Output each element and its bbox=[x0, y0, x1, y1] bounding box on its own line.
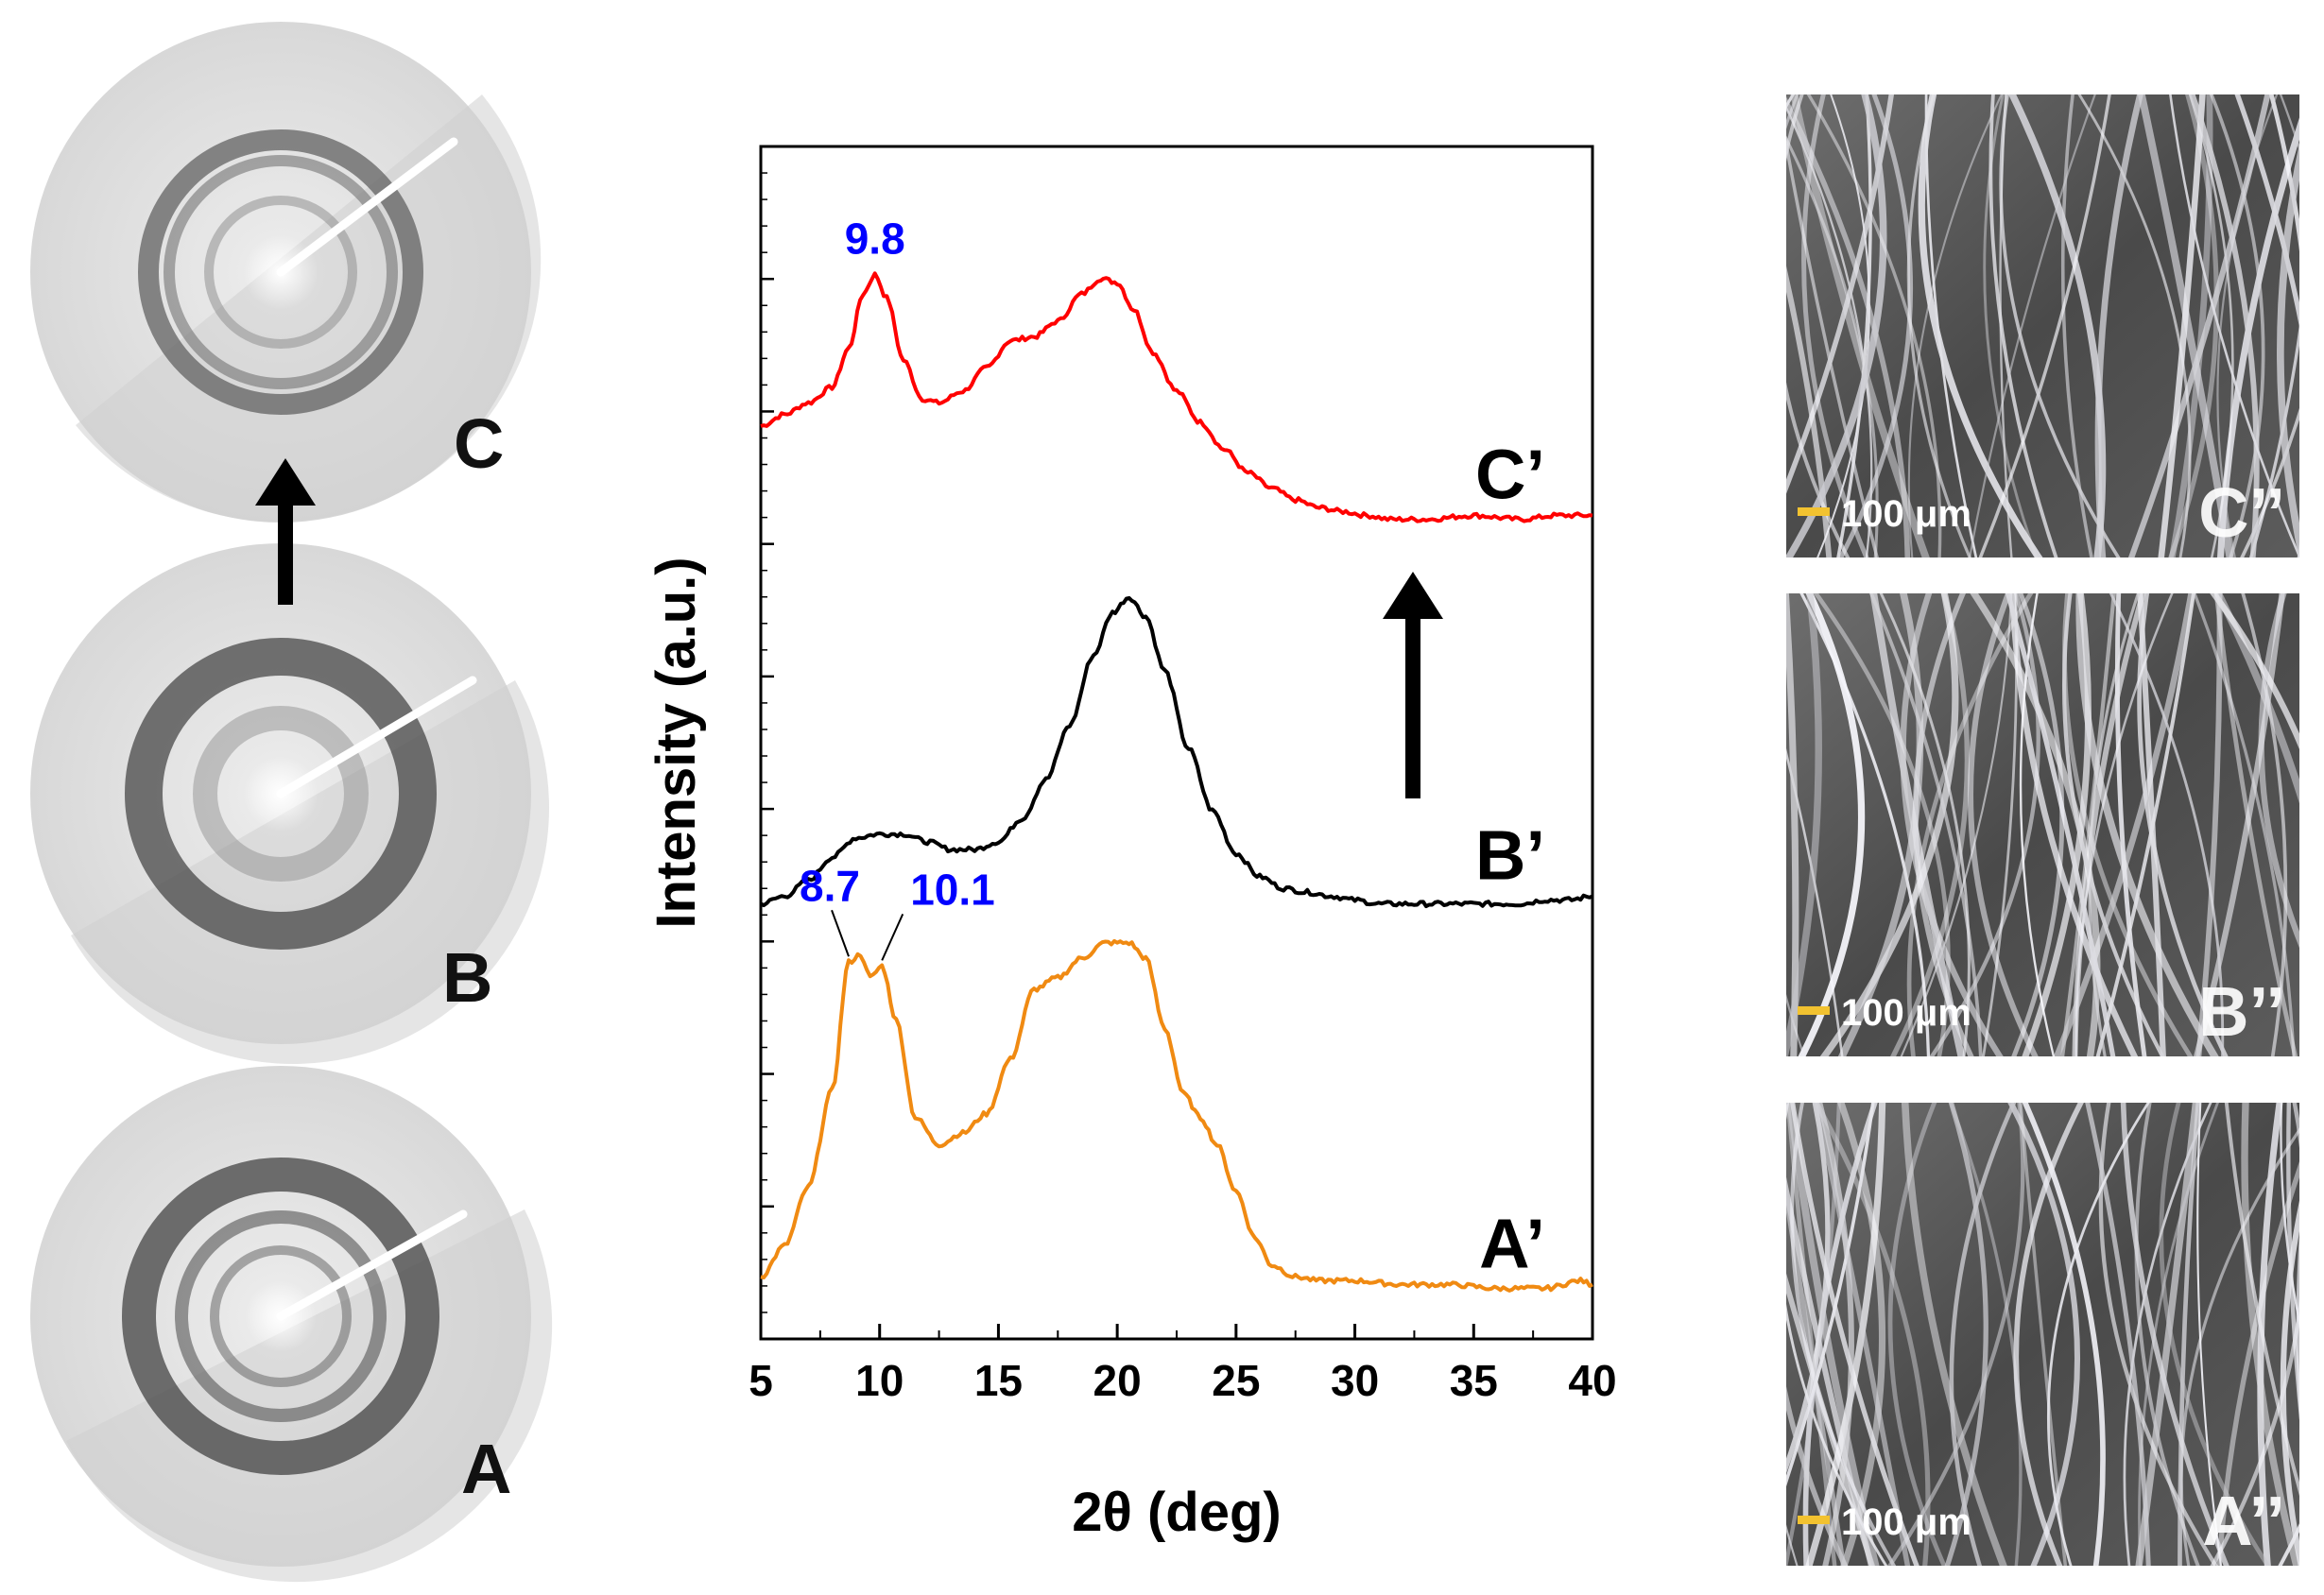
series-line bbox=[760, 938, 1593, 1293]
peak-annotation: 9.8 bbox=[845, 214, 905, 264]
x-tick-label: 35 bbox=[1450, 1356, 1498, 1405]
saxs-label-c: C bbox=[454, 404, 504, 483]
photo-label: C’’ bbox=[2198, 473, 2285, 552]
series-line bbox=[759, 595, 1593, 909]
x-tick-label: 30 bbox=[1331, 1356, 1379, 1405]
fiber-photo: 100 μm B’’ bbox=[1786, 593, 2299, 1056]
photo-column: 100 μm C’’ 100 μm B’’ 100 μm A’’ bbox=[1786, 94, 2299, 1566]
scale-bar bbox=[1798, 507, 1830, 516]
saxs-pattern-a bbox=[30, 1066, 553, 1583]
x-tick-label: 20 bbox=[1093, 1356, 1142, 1405]
x-axis: 5 10 15 20 25 30 35 40 bbox=[749, 1324, 1617, 1405]
x-tick-label: 15 bbox=[974, 1356, 1023, 1405]
saxs-label-a: A bbox=[461, 1430, 511, 1508]
x-tick-label: 5 bbox=[749, 1356, 773, 1405]
x-tick-label: 10 bbox=[855, 1356, 904, 1405]
scale-bar bbox=[1798, 1006, 1830, 1015]
annotation-leader bbox=[881, 913, 904, 961]
arrow-up-icon bbox=[1383, 572, 1443, 798]
scale-bar-label: 100 μm bbox=[1841, 493, 1971, 535]
y-axis-label: Intensity (a.u.) bbox=[646, 557, 707, 928]
photo-label: B’’ bbox=[2198, 972, 2285, 1051]
x-tick-label: 40 bbox=[1568, 1356, 1616, 1405]
xrd-chart: 5 10 15 20 25 30 35 40 C’ B’ A’ 9.8 8.7 10.1 2θ (de… bbox=[646, 145, 1617, 1543]
saxs-pattern-c bbox=[30, 22, 542, 523]
annotation-leader bbox=[831, 909, 850, 957]
x-tick-label: 25 bbox=[1212, 1356, 1260, 1405]
saxs-label-b: B bbox=[442, 938, 492, 1017]
series-label: A’ bbox=[1479, 1204, 1545, 1282]
photo-label: A’’ bbox=[2202, 1482, 2285, 1560]
series-label: C’ bbox=[1475, 436, 1545, 514]
y-axis bbox=[761, 145, 774, 1341]
scale-bar bbox=[1798, 1516, 1830, 1524]
scale-bar-label: 100 μm bbox=[1841, 992, 1971, 1034]
series-label: B’ bbox=[1475, 815, 1545, 894]
scale-bar-label: 100 μm bbox=[1841, 1501, 1971, 1543]
arrow-up-icon bbox=[255, 458, 316, 605]
series-line bbox=[760, 271, 1593, 523]
series-layer: C’ B’ A’ bbox=[759, 271, 1593, 1293]
peak-annotation: 8.7 bbox=[800, 861, 860, 910]
fiber-photo: 100 μm A’’ bbox=[1786, 1103, 2299, 1566]
annotation-layer: 9.8 8.7 10.1 bbox=[800, 214, 995, 961]
fiber-photo: 100 μm C’’ bbox=[1786, 94, 2299, 557]
x-axis-label: 2θ (deg) bbox=[1072, 1482, 1281, 1543]
peak-annotation: 10.1 bbox=[910, 865, 995, 914]
saxs-pattern-b bbox=[30, 543, 550, 1065]
plot-frame bbox=[759, 145, 1594, 1341]
